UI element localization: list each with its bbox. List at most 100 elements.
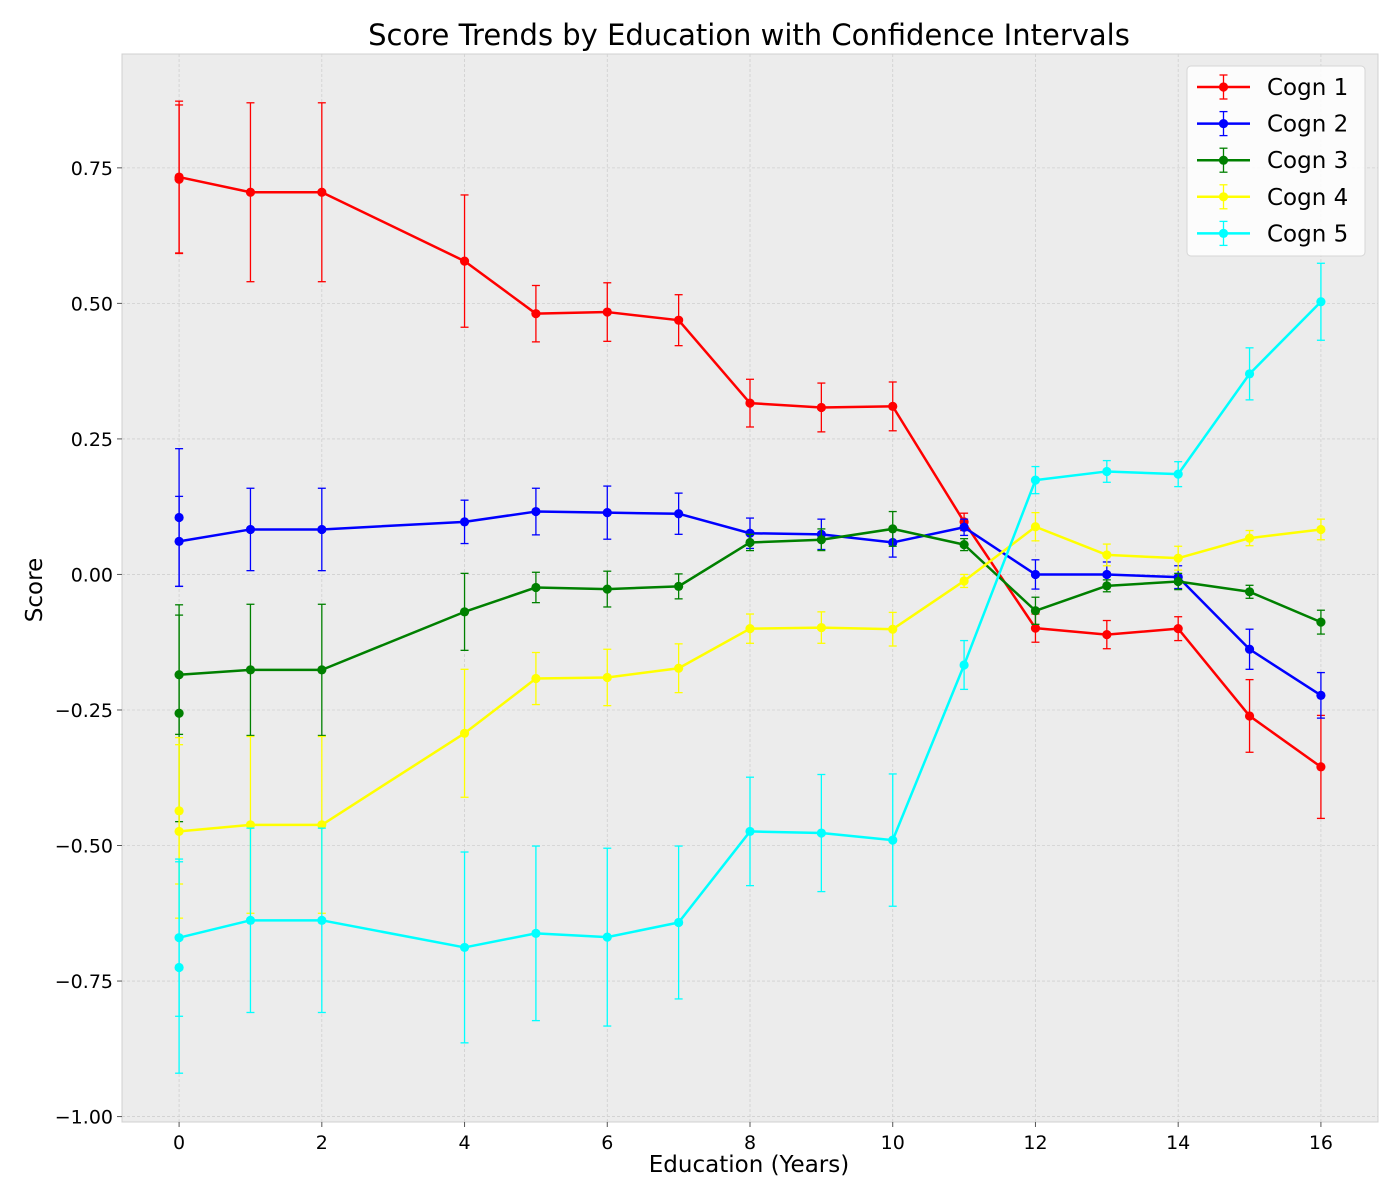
- x-tick-label: 12: [1023, 1132, 1047, 1154]
- data-point: [317, 665, 327, 675]
- chart-title: Score Trends by Education with Confidenc…: [368, 18, 1130, 52]
- y-tick-label: −0.25: [55, 700, 113, 722]
- data-point-extra: [174, 806, 184, 816]
- series-line: [178, 300, 1322, 949]
- series-group: [174, 100, 1326, 1074]
- data-point: [1030, 475, 1041, 485]
- x-tick-label: 14: [1166, 1132, 1190, 1154]
- y-axis-label: Score: [22, 558, 48, 622]
- data-point: [1102, 581, 1112, 591]
- data-point: [1030, 569, 1041, 580]
- x-tick-label: 6: [601, 1132, 613, 1154]
- data-point: [1173, 576, 1183, 587]
- series-cogn-2: [174, 448, 1326, 719]
- data-point: [1244, 711, 1255, 721]
- data-point: [888, 835, 898, 845]
- legend-marker: [1218, 155, 1229, 165]
- data-point: [888, 524, 898, 534]
- data-point: [459, 942, 470, 953]
- legend: Cogn 1 Cogn 2 Cogn 3 Cogn 4 Cogn 5: [1186, 65, 1366, 257]
- x-tick-label: 16: [1309, 1132, 1333, 1154]
- data-point: [1030, 623, 1041, 633]
- y-tick-label: 0.00: [71, 564, 113, 586]
- y-tick-label: 0.50: [71, 293, 113, 315]
- data-point: [745, 528, 755, 538]
- data-point: [245, 915, 256, 925]
- data-point: [816, 535, 826, 545]
- data-point: [959, 522, 969, 532]
- series-line: [179, 527, 1322, 676]
- legend-item-cogn-1: Cogn 1: [1197, 74, 1348, 101]
- x-tick-label: 4: [458, 1132, 470, 1154]
- data-point: [816, 828, 826, 838]
- data-point: [745, 398, 755, 408]
- data-point: [174, 826, 184, 837]
- data-point: [531, 582, 541, 593]
- data-point: [531, 928, 541, 938]
- y-tick-label: 0.25: [71, 429, 113, 451]
- legend-marker: [1218, 228, 1229, 238]
- legend-marker: [1218, 82, 1229, 92]
- data-point: [174, 172, 184, 182]
- data-point: [1316, 617, 1326, 627]
- data-point: [531, 506, 541, 517]
- legend-label: Cogn 5: [1267, 221, 1348, 247]
- data-point: [317, 187, 327, 197]
- data-point: [245, 820, 256, 830]
- data-point: [745, 624, 755, 634]
- data-point: [745, 537, 755, 548]
- data-point: [245, 524, 256, 535]
- legend-label: Cogn 2: [1267, 112, 1348, 138]
- data-point: [1102, 550, 1112, 560]
- series-cogn-3: [174, 510, 1326, 823]
- data-point: [531, 673, 541, 684]
- data-point: [1102, 466, 1112, 477]
- data-point: [459, 256, 470, 266]
- data-point: [1102, 630, 1112, 640]
- data-point: [745, 826, 755, 837]
- y-tick-label: 0.75: [71, 158, 113, 180]
- legend-label: Cogn 1: [1267, 75, 1348, 101]
- data-point: [1173, 469, 1183, 479]
- data-point: [317, 524, 327, 535]
- data-point: [174, 933, 184, 943]
- series-line: [178, 510, 1322, 697]
- data-point-extra: [174, 708, 184, 718]
- data-point: [317, 820, 327, 830]
- data-point: [674, 509, 684, 519]
- data-point-extra: [174, 512, 184, 523]
- data-point: [317, 915, 327, 925]
- data-point: [1316, 297, 1326, 307]
- series-line: [178, 175, 1322, 768]
- data-point: [888, 401, 898, 411]
- data-point: [959, 540, 969, 550]
- data-point: [674, 315, 684, 325]
- x-tick-label: 8: [744, 1132, 756, 1154]
- data-point: [459, 517, 470, 527]
- data-point-extra: [174, 962, 184, 973]
- data-point: [602, 508, 612, 518]
- data-point: [1316, 524, 1326, 535]
- data-point: [1173, 624, 1183, 634]
- data-point: [674, 663, 684, 673]
- data-point: [959, 660, 969, 670]
- data-point: [1030, 606, 1041, 616]
- data-point: [674, 581, 684, 591]
- data-point: [174, 536, 184, 546]
- data-point: [888, 624, 898, 634]
- data-point: [1316, 762, 1326, 772]
- data-point: [1030, 522, 1041, 532]
- x-tick-label: 2: [316, 1132, 328, 1154]
- legend-label: Cogn 3: [1267, 148, 1348, 174]
- data-point: [602, 307, 612, 317]
- data-point: [1173, 553, 1183, 563]
- legend-label: Cogn 4: [1267, 185, 1348, 211]
- data-point: [816, 622, 826, 633]
- series-cogn-5: [174, 262, 1326, 1074]
- data-point: [816, 402, 826, 413]
- series-cogn-4: [174, 511, 1326, 919]
- axis-ticks: 0 2 4 6 8 10 12 14 16 0.75 0.50 0.25 0.00 −0.25 −0.50 −…: [55, 158, 1333, 1154]
- data-point: [1102, 569, 1112, 580]
- data-point: [1316, 690, 1326, 700]
